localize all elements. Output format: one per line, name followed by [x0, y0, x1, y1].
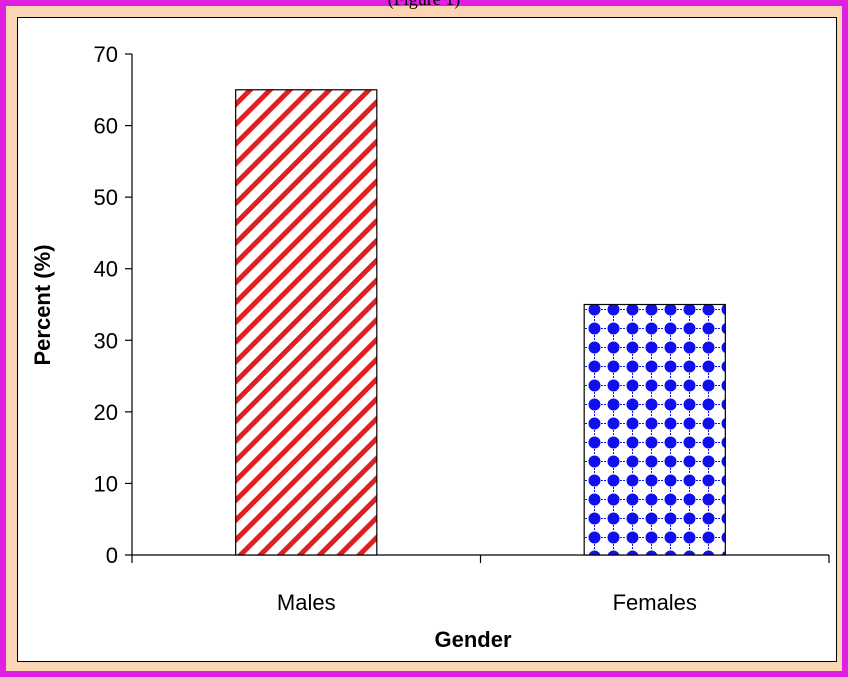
y-tick-label: 50: [94, 185, 118, 210]
y-tick-label: 10: [94, 471, 118, 496]
x-tick-label-females: Females: [613, 590, 697, 615]
bars: [235, 89, 726, 556]
y-tick-label: 0: [106, 543, 118, 568]
x-tick-labels: Males Females: [277, 590, 697, 615]
y-tick-label: 70: [94, 42, 118, 67]
y-axis-title: Percent (%): [30, 244, 55, 365]
y-tick-label: 20: [94, 400, 118, 425]
x-axis-title: Gender: [434, 627, 511, 652]
x-ticks: [131, 555, 830, 563]
y-tick-label: 40: [94, 257, 118, 282]
y-tick-label: 30: [94, 328, 118, 353]
x-tick-label-males: Males: [277, 590, 336, 615]
y-ticks: 0 10 20 30 40 50 60 70: [94, 42, 132, 568]
bar-males: [235, 89, 378, 556]
y-tick-label: 60: [94, 114, 118, 139]
bar-females: [583, 303, 726, 556]
figure-caption: (Figure 1): [0, 0, 848, 10]
